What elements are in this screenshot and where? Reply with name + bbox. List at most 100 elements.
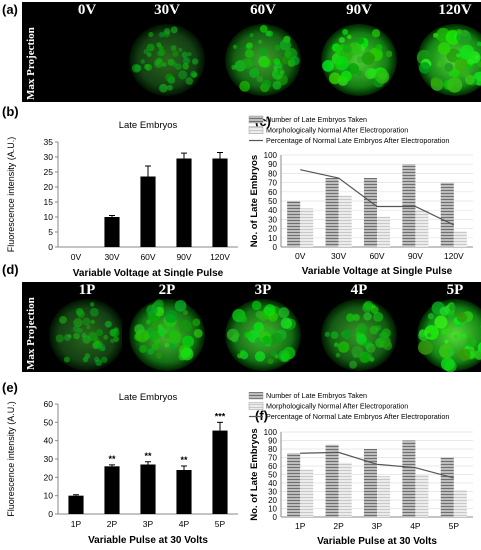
micrograph-tile: 2P	[122, 282, 212, 372]
x-tick-label: 60V	[369, 251, 384, 261]
bar	[68, 495, 84, 514]
bar-taken	[287, 201, 301, 247]
y-tick-label: 30	[268, 215, 277, 224]
x-tick-label: 1P	[295, 521, 306, 531]
x-tick-label: 5P	[215, 519, 226, 529]
bar-taken	[325, 444, 339, 517]
tile-label: 4P	[350, 282, 368, 298]
legend-swatch	[248, 126, 264, 134]
y-tick-label: 20	[268, 225, 277, 234]
y-tick-label: 40	[268, 206, 277, 215]
bar	[104, 466, 120, 514]
x-tick-label: 5P	[449, 521, 460, 531]
significance-label: ***	[215, 411, 226, 421]
embryo-fluorescence-image	[321, 299, 397, 371]
bar	[104, 217, 120, 247]
legend-label: Percentage of Normal Late Embryos After …	[266, 136, 449, 145]
bar-taken	[325, 178, 339, 247]
bar-normal	[377, 476, 391, 517]
x-tick-label: 120V	[444, 251, 464, 261]
x-axis-label: Variable Pulse at 30 Volts	[88, 535, 208, 546]
bar-normal	[415, 210, 429, 247]
chart-embryos-pulse: Number of Late Embryos Taken Morphologica…	[245, 392, 481, 550]
bar	[176, 470, 192, 514]
legend-swatch	[248, 115, 264, 124]
micrograph-tile: 3P	[218, 282, 308, 372]
bar-taken	[440, 182, 454, 247]
micrograph-tile: 30V	[122, 2, 212, 102]
panel-label-b: (b)	[2, 104, 19, 119]
chart-fluorescence-pulse: Late Embryos 0 10 20 30 40 50 60 1P ** 2P ** 3P ** 4P *…	[0, 392, 245, 550]
panel-label-f: (f)	[255, 408, 268, 423]
bar-normal	[453, 231, 467, 247]
chart-title: Late Embryos	[119, 392, 178, 403]
x-tick-label: 0V	[71, 252, 82, 262]
micrograph-tile: 120V	[410, 2, 481, 102]
y-tick-label: 10	[44, 212, 54, 222]
x-axis-label: Variable Pulse at 30 Volts	[317, 536, 437, 547]
x-tick-label: 2P	[333, 521, 344, 531]
bar-taken	[363, 178, 377, 247]
y-tick-label: 20	[268, 496, 277, 505]
y-tick-label: 70	[268, 179, 277, 188]
y-tick-label: 20	[44, 182, 54, 192]
bar-normal	[338, 195, 352, 247]
tile-label: 0V	[77, 2, 97, 18]
tile-label: 1P	[78, 282, 96, 298]
x-tick-label: 2P	[107, 519, 118, 529]
bar-taken	[363, 449, 377, 517]
tile-label: 5P	[446, 282, 464, 298]
embryo-fluorescence-image	[225, 299, 301, 371]
bar-normal	[453, 489, 467, 517]
bar-normal	[338, 462, 352, 517]
y-tick-label: 30	[44, 152, 54, 162]
x-tick-label: 1P	[71, 519, 82, 529]
y-tick-label: 5	[48, 227, 53, 237]
y-tick-label: 30	[268, 488, 277, 497]
x-tick-label: 90V	[408, 251, 423, 261]
y-tick-label: 60	[44, 399, 54, 409]
y-tick-label: 0	[273, 243, 278, 252]
tile-label: 90V	[346, 2, 372, 18]
y-tick-label: 40	[44, 436, 54, 446]
bar	[140, 464, 156, 514]
line-percentage-normal	[300, 451, 454, 479]
chart-fluorescence-voltage: Late Embryos 0 5 10 15 20 25 30 35 0V 30V 60V 90V 120…	[0, 112, 245, 277]
x-tick-label: 120V	[210, 252, 230, 262]
bar	[140, 176, 156, 247]
bar	[212, 158, 228, 247]
y-tick-label: 50	[268, 471, 277, 480]
micrograph-tile: 1P	[42, 282, 132, 372]
y-tick-label: 100	[264, 151, 278, 160]
micrograph-tile: 0V	[42, 2, 132, 102]
y-tick-label: 100	[264, 428, 278, 437]
bar-taken	[440, 457, 454, 517]
embryo-fluorescence-image	[417, 299, 481, 372]
legend-label: Percentage of Normal Late Embryos After …	[266, 412, 449, 421]
y-axis-label: Fluorescence intensity (A.U.)	[6, 137, 16, 253]
bar-normal	[415, 474, 429, 517]
bar-taken	[402, 164, 416, 247]
y-tick-label: 80	[268, 445, 277, 454]
y-tick-label: 50	[44, 417, 54, 427]
x-axis-label: Variable Voltage at Single Pulse	[302, 266, 453, 277]
micrograph-tile: 90V	[314, 2, 404, 102]
embryo-fluorescence-image	[129, 299, 205, 371]
legend-label: Morphologically Normal After Electropora…	[266, 402, 408, 411]
y-tick-label: 80	[268, 169, 277, 178]
y-axis-label: No. of Late Embryos	[249, 428, 260, 520]
embryo-fluorescence-image	[416, 24, 481, 96]
chart-title: Late Embryos	[119, 120, 178, 131]
bar-taken	[287, 453, 301, 517]
y-axis-label: No. of Late Embryos	[249, 155, 260, 247]
microscopy-strip-pulse: Max Projection 1P 2P 3P 4P 5P	[22, 282, 481, 372]
embryo-fluorescence-image	[321, 24, 397, 96]
legend-label: Number of Late Embryos Taken	[266, 115, 367, 124]
y-tick-label: 0	[48, 242, 53, 252]
microscopy-strip-voltage: Max Projection 0V 30V 60V 90V 120V	[22, 2, 481, 102]
significance-label: **	[180, 455, 188, 465]
y-tick-label: 20	[44, 472, 54, 482]
micrograph-tile: 60V	[218, 2, 308, 102]
bar	[176, 158, 192, 247]
embryo-fluorescence-image	[225, 24, 301, 96]
